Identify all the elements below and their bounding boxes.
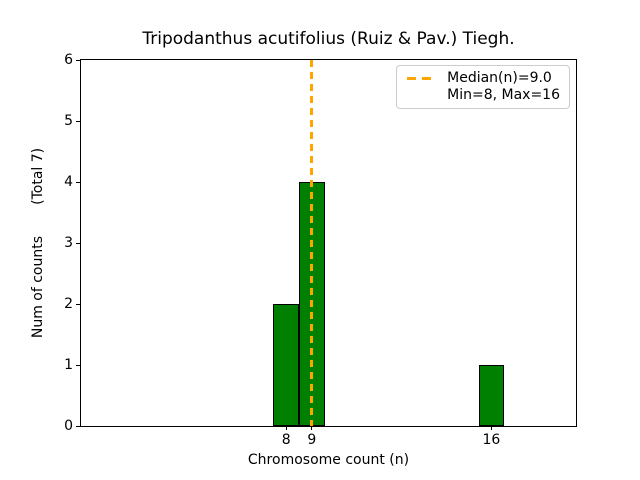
x-axis-label: Chromosome count (n) <box>247 452 410 468</box>
y-tick-label: 6 <box>64 52 73 68</box>
y-tick <box>76 303 80 305</box>
x-tick-label: 9 <box>307 432 317 448</box>
bar <box>478 365 505 426</box>
x-tick <box>285 426 287 430</box>
y-tick <box>76 425 80 427</box>
plot-area: Median(n)=9.0 Min=8, Max=16 8 9 16 0 1 2 3 4 5 6 <box>64 52 577 448</box>
legend-label-median: Median(n)=9.0 <box>447 70 552 86</box>
legend-label-minmax: Min=8, Max=16 <box>447 87 560 103</box>
y-tick <box>76 181 80 183</box>
x-tick-label: 16 <box>482 432 501 448</box>
legend-text: Median(n)=9.0 Min=8, Max=16 <box>447 70 560 104</box>
chart-title: Tripodanthus acutifolius (Ruiz & Pav.) T… <box>142 29 515 49</box>
y-tick-label: 3 <box>64 235 73 251</box>
x-tick <box>490 426 492 430</box>
x-tick <box>311 426 313 430</box>
y-tick-label: 5 <box>64 113 73 129</box>
y-tick-label: 2 <box>64 296 73 312</box>
median-line-legend-swatch <box>407 77 436 80</box>
y-tick <box>76 364 80 366</box>
median-line <box>310 60 314 426</box>
y-tick <box>76 59 80 61</box>
y-tick-label: 0 <box>64 418 73 434</box>
y-tick <box>76 242 80 244</box>
y-tick-label: 4 <box>64 174 73 190</box>
y-tick <box>76 120 80 122</box>
y-tick-label: 1 <box>64 357 73 373</box>
legend: Median(n)=9.0 Min=8, Max=16 <box>396 65 570 109</box>
bar <box>273 304 299 426</box>
x-tick-label: 8 <box>281 432 291 448</box>
